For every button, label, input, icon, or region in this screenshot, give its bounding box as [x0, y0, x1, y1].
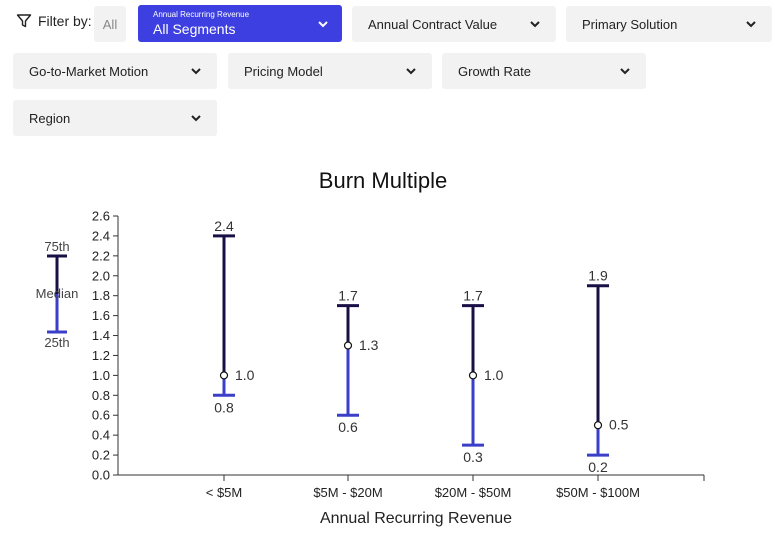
median-point [219, 371, 229, 380]
filter-gtm-label: Go-to-Market Motion [29, 63, 149, 79]
chevron-down-icon [191, 115, 201, 122]
filter-growth-rate-label: Growth Rate [458, 63, 531, 79]
legend: 75th Median 25th [36, 239, 79, 350]
y-tick-label: 2.4 [92, 228, 110, 243]
filter-by-text: Filter by: [38, 13, 92, 29]
p75-label: 1.9 [588, 268, 608, 284]
p75-label: 1.7 [338, 288, 358, 304]
y-tick-label: 1.8 [92, 288, 110, 303]
y-tick-label: 1.4 [92, 328, 110, 343]
filter-acv-label: Annual Contract Value [368, 16, 498, 32]
chevron-down-icon [406, 68, 416, 75]
y-tick-label: 0.4 [92, 428, 110, 443]
filter-primary-solution-dropdown[interactable]: Primary Solution [566, 6, 772, 42]
filter-icon [16, 14, 32, 28]
filter-region-dropdown[interactable]: Region [13, 100, 217, 136]
chevron-down-icon [191, 68, 201, 75]
filter-all-label: All [102, 16, 118, 32]
median-label: 1.0 [235, 367, 255, 383]
x-tick-label: < $5M [206, 485, 243, 500]
legend-25th: 25th [44, 335, 69, 350]
median-label: 1.0 [484, 367, 504, 383]
chart-title: Burn Multiple [319, 168, 447, 193]
chevron-down-icon [318, 20, 328, 27]
chevron-down-icon [746, 21, 756, 28]
y-tick-label: 2.0 [92, 268, 110, 283]
filter-pricing-model-label: Pricing Model [244, 63, 323, 79]
median-label: 1.3 [359, 337, 379, 353]
filter-pricing-model-dropdown[interactable]: Pricing Model [228, 53, 432, 89]
filter-region-label: Region [29, 110, 71, 126]
y-tick-label: 1.0 [92, 368, 110, 383]
y-tick-label: 2.6 [92, 209, 110, 224]
median-point [343, 341, 353, 350]
filter-arr-dropdown[interactable]: Annual Recurring Revenue All Segments [138, 5, 342, 42]
y-tick-label: 2.2 [92, 248, 110, 263]
filter-arr-title: Annual Recurring Revenue [153, 10, 250, 19]
y-tick-label: 0.2 [92, 448, 110, 463]
y-tick-label: 0.6 [92, 408, 110, 423]
filter-gtm-dropdown[interactable]: Go-to-Market Motion [13, 53, 217, 89]
filter-all-button[interactable]: All [94, 6, 126, 42]
p25-label: 0.3 [463, 449, 483, 465]
median-point [468, 371, 478, 380]
x-axis-label: Annual Recurring Revenue [320, 510, 512, 527]
median-point [593, 421, 603, 430]
x-tick-label: $5M - $20M [313, 485, 382, 500]
y-tick-label: 0.8 [92, 388, 110, 403]
chevron-down-icon [620, 68, 630, 75]
filter-acv-dropdown[interactable]: Annual Contract Value [352, 6, 556, 42]
filter-primary-solution-label: Primary Solution [582, 16, 678, 32]
legend-75th: 75th [44, 239, 69, 254]
x-tick-label: $20M - $50M [435, 485, 512, 500]
p25-label: 0.8 [214, 399, 234, 415]
median-label: 0.5 [609, 417, 629, 433]
y-tick-label: 0.0 [92, 468, 110, 483]
p25-label: 0.6 [338, 419, 358, 435]
p25-label: 0.2 [588, 459, 608, 475]
legend-median: Median [36, 286, 79, 301]
y-tick-label: 1.2 [92, 348, 110, 363]
y-tick-label: 1.6 [92, 308, 110, 323]
filter-arr-value: All Segments [153, 21, 236, 37]
p75-label: 1.7 [463, 288, 483, 304]
x-tick-label: $50M - $100M [556, 485, 640, 500]
p75-label: 2.4 [214, 218, 234, 234]
filter-by-label: Filter by: [16, 10, 92, 32]
chevron-down-icon [530, 21, 540, 28]
burn-multiple-chart: Burn Multiple Annual Recurring Revenue 7… [36, 168, 705, 527]
filter-growth-rate-dropdown[interactable]: Growth Rate [442, 53, 646, 89]
